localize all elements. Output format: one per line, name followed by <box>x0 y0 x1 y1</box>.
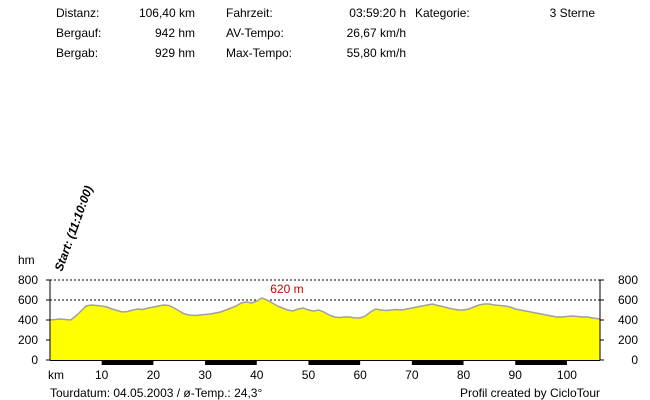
elevation-line <box>49 297 601 321</box>
y-tick-left-400: 400 <box>18 313 38 327</box>
av-tempo-value: 26,67 km/h <box>346 26 406 40</box>
bergab-value: 929 hm <box>154 46 195 60</box>
max-elevation-label: 620 m <box>270 282 303 296</box>
x-axis-label: km <box>48 368 64 382</box>
y-tick-left-800: 800 <box>18 273 38 287</box>
x-tick-40: 40 <box>250 368 264 382</box>
x-tick-50: 50 <box>302 368 316 382</box>
bergauf-label: Bergauf: <box>56 26 102 40</box>
start-annotation: Start: (11:10:00) <box>52 184 96 273</box>
x-tick-90: 90 <box>509 368 523 382</box>
x-tick-10: 10 <box>95 368 109 382</box>
kategorie-value: 3 Sterne <box>549 6 595 20</box>
profile-credit: Profil created by CicloTour <box>459 386 600 400</box>
x-tick-70: 70 <box>405 368 419 382</box>
bergauf-value: 942 hm <box>154 26 195 40</box>
km-segment-10 <box>101 361 154 365</box>
km-segment-90 <box>515 361 567 365</box>
av-tempo-label: AV-Tempo: <box>226 26 284 40</box>
y-tick-right-600: 600 <box>618 293 638 307</box>
distanz-label: Distanz: <box>56 6 100 20</box>
y-axis-right: 0 200 400 600 800 <box>600 273 638 367</box>
km-bar <box>101 361 567 365</box>
y-tick-right-0: 0 <box>631 353 638 367</box>
y-tick-left-600: 600 <box>18 293 38 307</box>
x-tick-100: 100 <box>557 368 577 382</box>
y-tick-left-200: 200 <box>18 333 38 347</box>
fahrzeit-label: Fahrzeit: <box>226 6 273 20</box>
km-segment-50 <box>308 361 361 365</box>
distanz-value: 106,40 km <box>138 6 195 20</box>
km-segment-70 <box>411 361 464 365</box>
y-tick-right-200: 200 <box>618 333 638 347</box>
y-tick-left-0: 0 <box>31 353 38 367</box>
max-tempo-value: 55,80 km/h <box>346 46 406 60</box>
y-tick-right-400: 400 <box>618 313 638 327</box>
bergab-label: Bergab: <box>56 46 99 60</box>
tour-stats: Distanz: 106,40 km Bergauf: 942 hm Berga… <box>0 0 650 70</box>
kategorie-label: Kategorie: <box>415 6 470 20</box>
x-tick-30: 30 <box>198 368 212 382</box>
x-tick-80: 80 <box>457 368 471 382</box>
y-tick-right-800: 800 <box>618 273 638 287</box>
tour-date-temp: Tourdatum: 04.05.2003 / ø-Temp.: 24,3° <box>50 386 263 400</box>
x-tick-20: 20 <box>147 368 161 382</box>
y-axis-label: hm <box>18 253 35 267</box>
x-axis: 10 20 30 40 50 60 70 80 90 100 <box>95 368 577 382</box>
elevation-area <box>50 298 600 360</box>
max-tempo-label: Max-Tempo: <box>226 46 293 60</box>
x-tick-60: 60 <box>353 368 367 382</box>
fahrzeit-value: 03:59:20 h <box>349 6 406 20</box>
y-axis-left: 0 200 400 600 800 <box>18 273 50 367</box>
km-segment-30 <box>205 361 257 365</box>
